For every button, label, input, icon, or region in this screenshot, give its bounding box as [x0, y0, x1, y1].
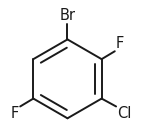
Text: Br: Br	[59, 8, 76, 23]
Text: Cl: Cl	[117, 106, 132, 121]
Text: F: F	[116, 36, 124, 51]
Text: F: F	[11, 106, 19, 121]
